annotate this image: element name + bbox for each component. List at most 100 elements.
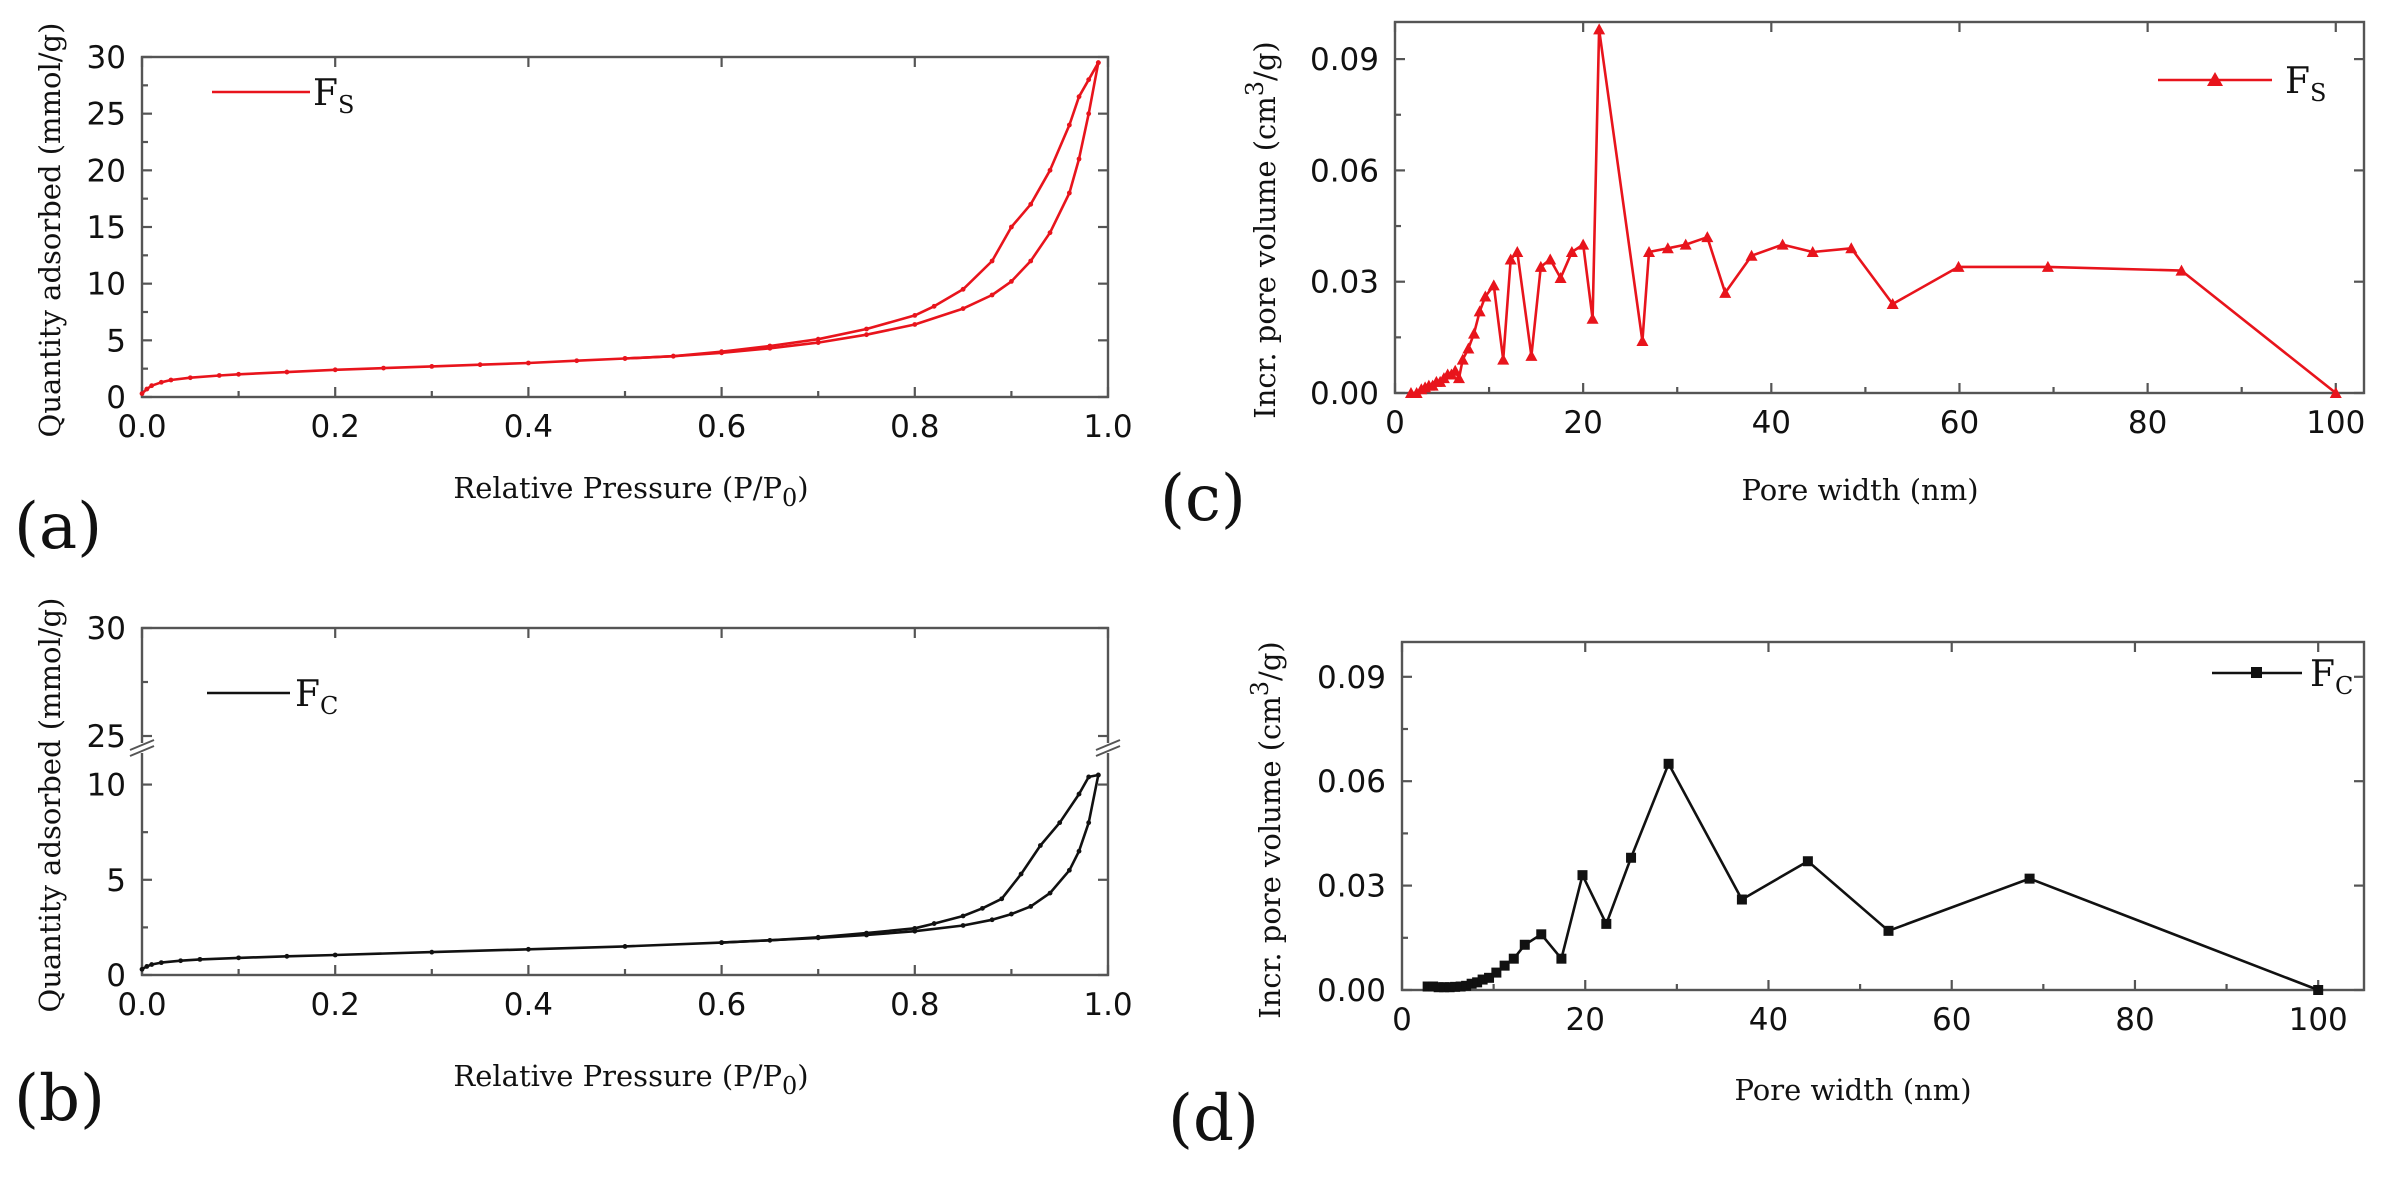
panel-a-x-tick-label: 0.4 <box>504 409 553 445</box>
panel-c-data-point <box>1661 242 1674 254</box>
panel-a-data-point <box>1066 190 1072 196</box>
panel-d-x-tick-label: 20 <box>1566 1002 1605 1038</box>
panel-d-data-point <box>1450 981 1461 992</box>
panel-c-x-tick-label: 40 <box>1752 405 1791 441</box>
panel-d-data-point <box>1461 980 1472 991</box>
panel-d-data-point <box>1519 939 1530 950</box>
panel-b-data-point <box>767 937 773 943</box>
panel-b-data-point <box>960 923 966 928</box>
panel-b-axis-break-mark <box>1095 745 1121 757</box>
panel-b-axis-break-mark <box>1095 739 1121 751</box>
panel-c-data-point <box>1504 253 1517 265</box>
panel-a-data-point <box>236 371 242 377</box>
panel-a-x-axis-title: Relative Pressure (P/P0) <box>453 471 808 512</box>
panel-b-x-tick-label: 0.4 <box>504 987 553 1023</box>
panel-b-data-point <box>815 934 821 940</box>
panel-a-data-point <box>989 258 995 264</box>
panel-c-data-point <box>1452 372 1465 384</box>
panel-c-data-point <box>1565 246 1578 258</box>
panel-b-data-point <box>158 960 164 966</box>
panel-a-data-point <box>815 340 821 345</box>
panel-d-y-axis-title: Incr. pore volume (cm3/g) <box>1246 641 1287 1018</box>
panel-b-data-point <box>1076 848 1082 854</box>
panel-a-data-point <box>989 292 995 298</box>
panel-b-data-point <box>912 925 918 931</box>
panel-c-plot: 0 20 40 60 80 100 0.00 0.03 0.06 0.09 <box>1310 20 2365 441</box>
panel-label-c: (c) <box>1160 462 1246 536</box>
panel-c-data-point <box>1487 279 1500 291</box>
panel-label-a: (a) <box>14 490 102 564</box>
panel-d-x-tick-label: 0 <box>1392 1002 1412 1038</box>
panel-a-data-point <box>767 343 773 349</box>
panel-d-plot: 0 20 40 60 80 100 0.00 0.03 0.06 0.09 <box>1317 640 2366 1038</box>
panel-c-x-tick-label: 100 <box>2306 405 2365 441</box>
panel-a-data-point <box>144 386 150 392</box>
panel-c-data-point <box>1456 353 1469 365</box>
panel-b-data-point <box>332 952 338 958</box>
panel-a-data-point <box>670 353 676 359</box>
panel-b-axis-break-gap <box>130 743 154 753</box>
panel-d-data-point <box>1536 929 1547 940</box>
panel-a-y-axis-title: Quantity adsorbed (mmol/g) <box>33 23 67 438</box>
panel-a-y-tick-label: 20 <box>87 153 126 189</box>
panel-b-x-tick-label: 0.2 <box>311 987 360 1023</box>
panel-a-x-tick-label: 1.0 <box>1083 409 1132 445</box>
panel-d-y-tick-label: 0.09 <box>1317 660 1386 696</box>
panel-a-data-point <box>912 322 918 327</box>
panel-d: (d) Pore width (nm) Incr. pore volume (c… <box>1168 641 2353 1156</box>
panel-c-data-point <box>1525 349 1538 361</box>
panel-b-data-point <box>999 896 1005 902</box>
panel-a-y-tick-label: 0 <box>106 380 126 416</box>
panel-c-data-point <box>1577 238 1590 250</box>
panel-a-data-point <box>1009 224 1014 230</box>
panel-d-y-tick-label: 0.03 <box>1317 869 1386 905</box>
panel-b-data-point <box>236 955 242 961</box>
panel-d-data-point <box>1477 974 1488 985</box>
panel-a-data-point <box>187 375 193 381</box>
panel-c-data-point <box>2041 260 2054 272</box>
panel-b-legend: FC <box>207 674 338 720</box>
panel-c-data-point <box>1586 312 1599 324</box>
panel-b-y-tick-label: 10 <box>87 768 126 804</box>
panel-b-data-point <box>989 917 995 923</box>
panel-b-data-point <box>1047 890 1053 896</box>
panel-b-data-point <box>1009 911 1014 917</box>
panel-d-data-point <box>1663 758 1674 769</box>
panel-b-y-axis-title: Quantity adsorbed (mmol/g) <box>33 598 67 1013</box>
panel-a-data-point <box>168 377 174 383</box>
panel-c-y-tick-label: 0.06 <box>1310 153 1379 189</box>
panel-b-y-tick-label: 25 <box>87 719 126 755</box>
panel-c-data-point <box>1473 305 1486 317</box>
panel-d-data-point <box>1455 981 1466 992</box>
panel-d-data-point <box>2313 985 2324 995</box>
panel-a-data-point <box>960 286 966 292</box>
panel-b-data-point <box>139 966 145 972</box>
panel-b-x-tick-label: 0.0 <box>117 987 166 1023</box>
panel-a-series-adsorption-line <box>141 62 1100 395</box>
panel-a-x-tick-label: 0.0 <box>117 409 166 445</box>
panel-c-y-tick-label: 0.09 <box>1310 42 1379 78</box>
panel-b-y-tick-label: 0 <box>106 958 126 994</box>
panel-d-data-point <box>1472 977 1483 988</box>
panel-c-legend: FS <box>2158 61 2326 107</box>
panel-b-frame <box>140 626 1110 977</box>
panel-b-data-point <box>1086 820 1092 826</box>
panel-b-plot: 0.0 0.2 0.4 0.6 0.8 1.0 0 5 10 25 30 <box>87 611 1133 1023</box>
panel-b-data-point <box>429 949 435 955</box>
panel-b-legend-label: FC <box>295 674 338 720</box>
panel-a-plot: 0.0 0.2 0.4 0.6 0.8 1.0 0 5 10 15 20 25 30 <box>87 40 1133 445</box>
panel-b-x-tick-label: 1.0 <box>1083 987 1132 1023</box>
panel-b-data-point <box>1086 774 1092 780</box>
panel-a-data-point <box>1047 230 1053 236</box>
panel-c-data-point <box>1701 231 1714 243</box>
panel-a-y-tick-label: 25 <box>87 97 126 133</box>
panel-a-data-point <box>526 360 531 366</box>
panel-b-data-point <box>622 944 628 949</box>
panel-d-data-point <box>1508 953 1519 964</box>
panel-a-data-point <box>1076 156 1082 162</box>
panel-d-x-tick-label: 40 <box>1749 1002 1788 1038</box>
panel-c-data-point <box>2329 387 2342 398</box>
panel-d-legend-label: FC <box>2310 654 2353 700</box>
panel-c-data-point <box>1462 342 1475 354</box>
